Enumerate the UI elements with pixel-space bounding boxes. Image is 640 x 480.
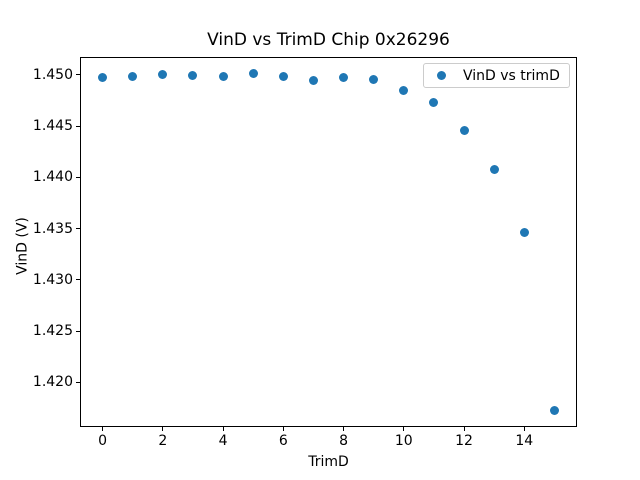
legend-label: VinD vs trimD [463, 67, 560, 84]
scatter-point [278, 72, 288, 82]
scatter-point [369, 75, 379, 85]
x-tick [463, 427, 465, 431]
x-tick [523, 427, 525, 431]
x-axis-label: TrimD [308, 454, 349, 470]
plot-area [80, 57, 577, 427]
y-tick-label: 1.445 [32, 118, 73, 135]
y-tick [76, 330, 80, 332]
x-tick-label: 10 [394, 433, 413, 449]
y-tick [76, 228, 80, 230]
y-tick-label: 1.440 [32, 169, 73, 186]
scatter-point [399, 85, 409, 95]
x-tick [222, 427, 224, 431]
x-tick-label: 2 [158, 433, 168, 449]
y-tick-label: 1.430 [32, 271, 73, 288]
x-tick-label: 14 [515, 433, 534, 449]
scatter-point [128, 72, 138, 82]
chart-title: VinD vs TrimD Chip 0x26296 [207, 30, 450, 50]
scatter-point [308, 76, 318, 86]
x-tick [162, 427, 164, 431]
legend-marker-icon [437, 71, 446, 80]
y-tick [76, 74, 80, 76]
x-tick [282, 427, 284, 431]
scatter-point [98, 73, 108, 83]
scatter-point [429, 98, 439, 108]
y-tick-label: 1.450 [32, 66, 73, 83]
x-tick-label: 0 [98, 433, 108, 449]
scatter-point [459, 125, 469, 135]
scatter-point [218, 72, 228, 82]
y-tick [76, 381, 80, 383]
legend: VinD vs trimD [423, 63, 570, 88]
x-tick [102, 427, 104, 431]
y-tick [76, 279, 80, 281]
scatter-point [489, 164, 499, 174]
scatter-point [519, 228, 529, 238]
x-tick [403, 427, 405, 431]
scatter-point [549, 405, 559, 415]
scatter-point [158, 70, 168, 80]
x-tick-label: 12 [455, 433, 473, 449]
x-tick-label: 8 [339, 433, 348, 449]
x-tick [343, 427, 345, 431]
y-tick [76, 176, 80, 178]
y-tick-label: 1.435 [32, 220, 73, 237]
scatter-point [188, 71, 198, 81]
x-tick-label: 6 [278, 433, 288, 449]
x-tick-label: 4 [218, 433, 228, 449]
y-tick [76, 125, 80, 127]
scatter-point [248, 69, 258, 79]
y-tick-label: 1.420 [32, 374, 73, 391]
scatter-point [339, 73, 349, 83]
y-tick-label: 1.425 [32, 323, 73, 340]
